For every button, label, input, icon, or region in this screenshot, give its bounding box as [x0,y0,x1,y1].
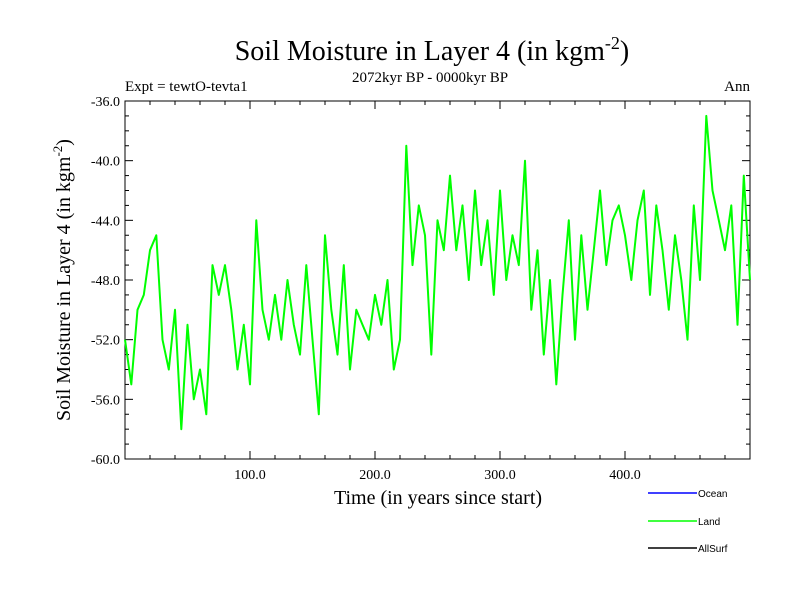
x-tick-label: 200.0 [359,468,391,483]
experiment-label: Expt = tewtO-tevta1 [125,79,248,95]
y-tick-label: -52.0 [91,334,120,349]
y-tick-label: -44.0 [91,214,120,229]
x-axis: 100.0 200.0 300.0 400.0 [149,101,726,483]
y-tick-label: -36.0 [91,95,120,110]
y-axis-title: Soil Moisture in Layer 4 (in kgm-2) [50,139,75,421]
x-tick-label: 400.0 [609,468,641,483]
plot-frame [124,100,751,460]
legend-label-land: Land [698,517,720,528]
x-tick-label: 100.0 [234,468,266,483]
y-axis: -36.0 -40.0 -44.0 -48.0 -52.0 -56.0 -60.0 [91,95,750,468]
legend-label-allsurf: AllSurf [698,544,728,555]
legend-label-ocean: Ocean [698,489,727,500]
y-tick-label: -60.0 [91,453,120,468]
y-tick-label: -40.0 [91,155,120,170]
y-tick-label: -56.0 [91,393,120,408]
series-line-land [124,114,751,431]
chart-subtitle: 2072kyr BP - 0000kyr BP [352,70,508,86]
y-tick-label: -48.0 [91,274,120,289]
x-tick-label: 300.0 [484,468,516,483]
x-axis-title: Time (in years since start) [334,487,542,509]
legend: Ocean Land AllSurf [648,489,728,555]
season-label: Ann [724,79,750,95]
chart-title: Soil Moisture in Layer 4 (in kgm-2) [235,33,630,67]
